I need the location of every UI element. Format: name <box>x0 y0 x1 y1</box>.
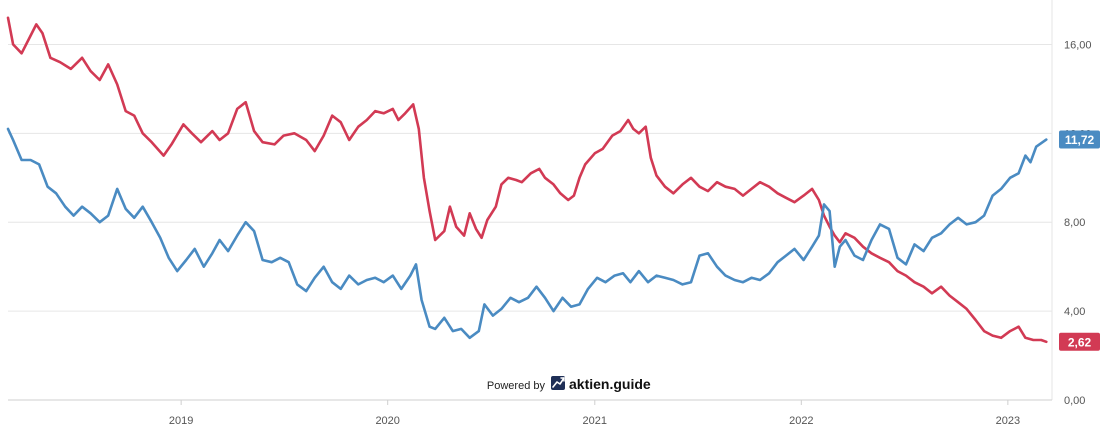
y-tick-label: 4,00 <box>1064 306 1085 318</box>
series-lines <box>6 16 1048 344</box>
powered-by-footer[interactable]: Powered by aktien.guide <box>487 376 651 392</box>
series-line-1 <box>6 16 1048 344</box>
grid-lines <box>8 43 1052 312</box>
x-tick-label: 2023 <box>996 415 1020 427</box>
x-tick-label: 2021 <box>583 415 607 427</box>
last-value-badge-2: 11,72 <box>1059 130 1100 149</box>
last-value-badges: 2,62 11,72 <box>1059 130 1100 351</box>
trend-up-icon <box>551 376 565 390</box>
powered-by-label: Powered by <box>487 380 546 392</box>
x-tick-label: 2019 <box>169 415 193 427</box>
x-tick-label: 2020 <box>375 415 399 427</box>
last-value-label: 11,72 <box>1065 133 1095 147</box>
x-tick-label: 2022 <box>789 415 813 427</box>
y-tick-label: 8,00 <box>1064 217 1085 229</box>
series-line-2 <box>6 127 1048 340</box>
x-axis-ticks: 2019 2020 2021 2022 2023 <box>169 400 1020 427</box>
last-value-label: 2,62 <box>1068 335 1092 349</box>
brand-name: aktien.guide <box>569 376 651 392</box>
y-tick-label: 16,00 <box>1064 39 1092 51</box>
last-value-badge-1: 2,62 <box>1059 332 1100 351</box>
y-tick-label: 0,00 <box>1064 395 1085 407</box>
